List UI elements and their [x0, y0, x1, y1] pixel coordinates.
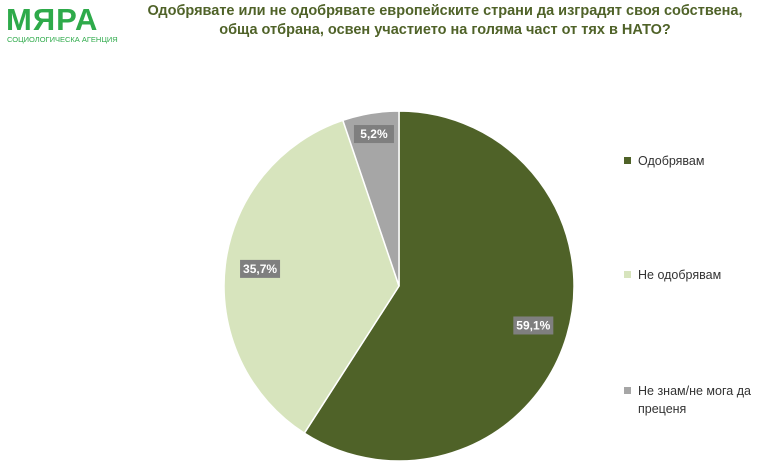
legend-item: Не одобрявам [624, 266, 768, 284]
label-box [513, 316, 554, 335]
legend-swatch [624, 157, 631, 164]
legend-label: Одобрявам [638, 154, 705, 168]
data-label: 5,2% [360, 127, 388, 141]
legend-item: Одобрявам [624, 152, 768, 170]
label-box [240, 259, 281, 278]
pie-slice [303, 110, 575, 462]
legend-swatch [624, 387, 631, 394]
chart-title: Одобрявате или не одобрявате европейскит… [147, 3, 743, 38]
legend-swatch [624, 271, 631, 278]
logo-subtitle: СОЦИОЛОГИЧЕСКА АГЕНЦИЯ [7, 35, 118, 44]
legend-label: Не одобрявам [638, 268, 722, 282]
data-label: 35,7% [243, 262, 277, 276]
legend-label: Не знам/не мога да преценя [638, 384, 751, 416]
pie-slice [341, 110, 400, 287]
data-label: 59,1% [516, 319, 550, 333]
legend-item: Не знам/не мога да преценя [624, 382, 768, 418]
pie-slice [223, 119, 400, 435]
logo: МЯРА [6, 2, 99, 37]
label-box [353, 125, 394, 144]
